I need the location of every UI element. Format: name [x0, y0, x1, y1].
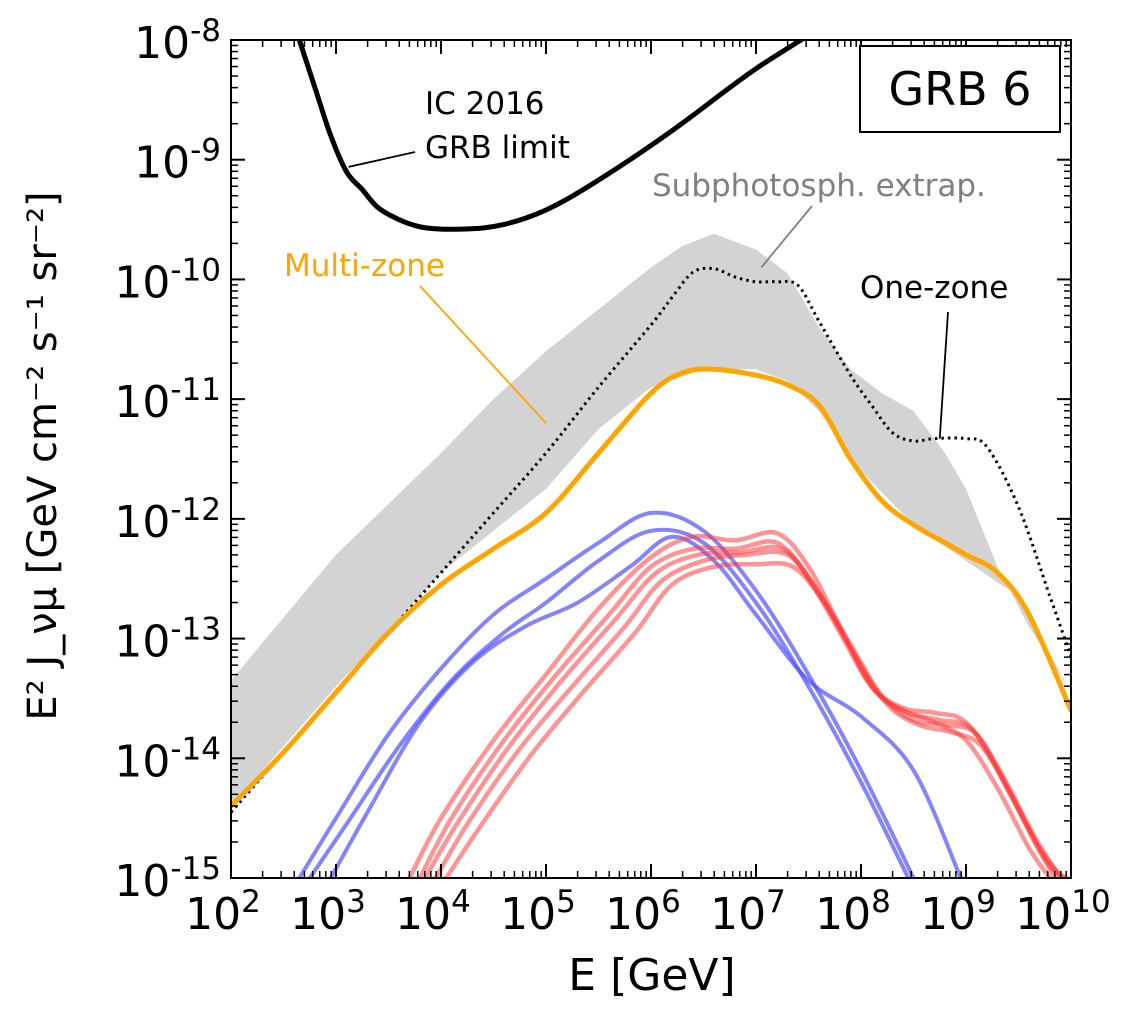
subphotosph-label: Subphotosph. extrap.	[652, 168, 986, 204]
y-tick-label: 10-11	[114, 372, 221, 428]
y-tick-label: 10-14	[114, 731, 221, 787]
one-zone-leader	[938, 311, 949, 439]
y-axis-title: E² J_νμ [GeV cm⁻² s⁻¹ sr⁻²]	[20, 191, 66, 720]
multi-zone-leader	[419, 285, 547, 424]
multi-zone-line	[231, 366, 1071, 809]
x-tick-label: 109	[920, 884, 996, 940]
annotations: IC 2016 GRB limit Subphotosph. extrap. Mult…	[284, 86, 1008, 439]
axes: 102 103 104 105 106 107 108 109 1010 10-8 10-9 10-1…	[114, 13, 1110, 940]
y-tick-label: 10-10	[114, 252, 221, 308]
subphotosph-leader	[760, 205, 813, 269]
y-tick-label: 10-15	[114, 851, 221, 907]
subphotosph-band	[231, 233, 1071, 807]
red-component-line	[433, 549, 1065, 878]
ic2016-limit-line	[296, 40, 806, 232]
y-tick-label: 10-12	[114, 492, 221, 548]
x-tick-label: 102	[185, 884, 261, 940]
blue-component-line	[328, 534, 963, 878]
y-tick-label: 10-13	[114, 612, 221, 668]
chart-title: GRB 6	[888, 62, 1031, 116]
grb-limit-leader	[348, 151, 416, 168]
plot-area	[231, 40, 1071, 878]
red-component-line	[444, 560, 1069, 878]
y-tick-label: 10-9	[134, 133, 221, 189]
x-axis-title: E [GeV]	[568, 950, 735, 1001]
plot-content	[231, 40, 1071, 878]
title-box	[859, 45, 1061, 133]
grb-limit-label: GRB limit	[425, 130, 570, 166]
blue-component-line	[297, 510, 916, 878]
x-tick-label: 1010	[1015, 884, 1110, 940]
x-tick-label: 103	[290, 884, 366, 940]
x-tick-label: 105	[500, 884, 576, 940]
x-tick-label: 108	[815, 884, 891, 940]
blue-component-line	[307, 527, 911, 878]
ic2016-label: IC 2016	[425, 86, 545, 122]
x-tick-label: 106	[605, 884, 681, 940]
x-tick-label: 104	[395, 884, 471, 940]
red-component-line	[407, 529, 1053, 878]
y-tick-label: 10-8	[134, 13, 221, 69]
one-zone-label: One-zone	[860, 270, 1008, 306]
multi-zone-label: Multi-zone	[284, 248, 445, 284]
x-tick-label: 107	[710, 884, 786, 940]
